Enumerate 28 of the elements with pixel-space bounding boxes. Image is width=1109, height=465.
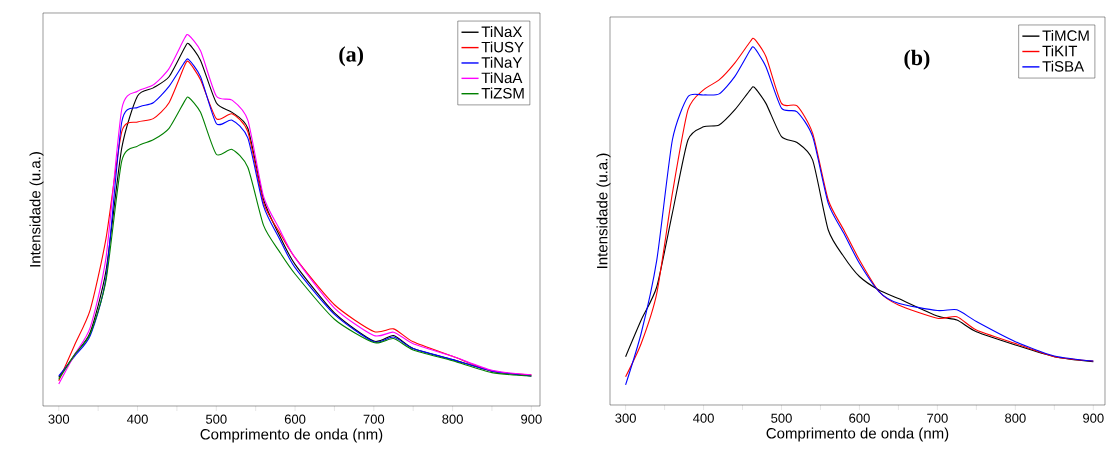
x-tick-label: 800: [442, 414, 463, 424]
legend-label: TiNaA: [481, 72, 523, 84]
y-axis-title: Intensidade (u.a.): [596, 153, 611, 268]
x-tick-label: 600: [849, 413, 870, 423]
y-axis-title: Intensidade (u.a.): [29, 152, 44, 267]
x-tick-label: 700: [927, 413, 948, 423]
x-tick-label: 800: [1005, 413, 1026, 423]
x-axis-title: Comprimento de onda (nm): [200, 428, 383, 443]
x-tick-label: 300: [48, 414, 70, 424]
x-tick-label: 900: [521, 414, 542, 424]
x-tick-label: 400: [693, 413, 714, 423]
x-tick-label: 900: [1083, 413, 1104, 423]
annotation: (a): [339, 46, 364, 67]
legend-label: TiNaY: [481, 56, 523, 68]
x-tick-label: 500: [205, 414, 227, 424]
x-tick-label: 500: [771, 413, 792, 423]
x-tick-label: 300: [615, 413, 636, 423]
legend-label: TiZSM: [481, 87, 524, 99]
x-tick-label: 700: [363, 414, 385, 424]
legend-label: TiNaX: [481, 26, 523, 38]
legend-label: TiKIT: [1042, 45, 1078, 57]
x-tick-label: 400: [126, 414, 148, 424]
x-axis-title: Comprimento de onda (nm): [766, 427, 949, 442]
annotation: (b): [904, 49, 930, 70]
legend-label: TiUSY: [481, 41, 524, 53]
legend-label: TiSBA: [1042, 60, 1085, 72]
x-tick-label: 600: [284, 414, 306, 424]
legend-label: TiMCM: [1042, 29, 1089, 41]
